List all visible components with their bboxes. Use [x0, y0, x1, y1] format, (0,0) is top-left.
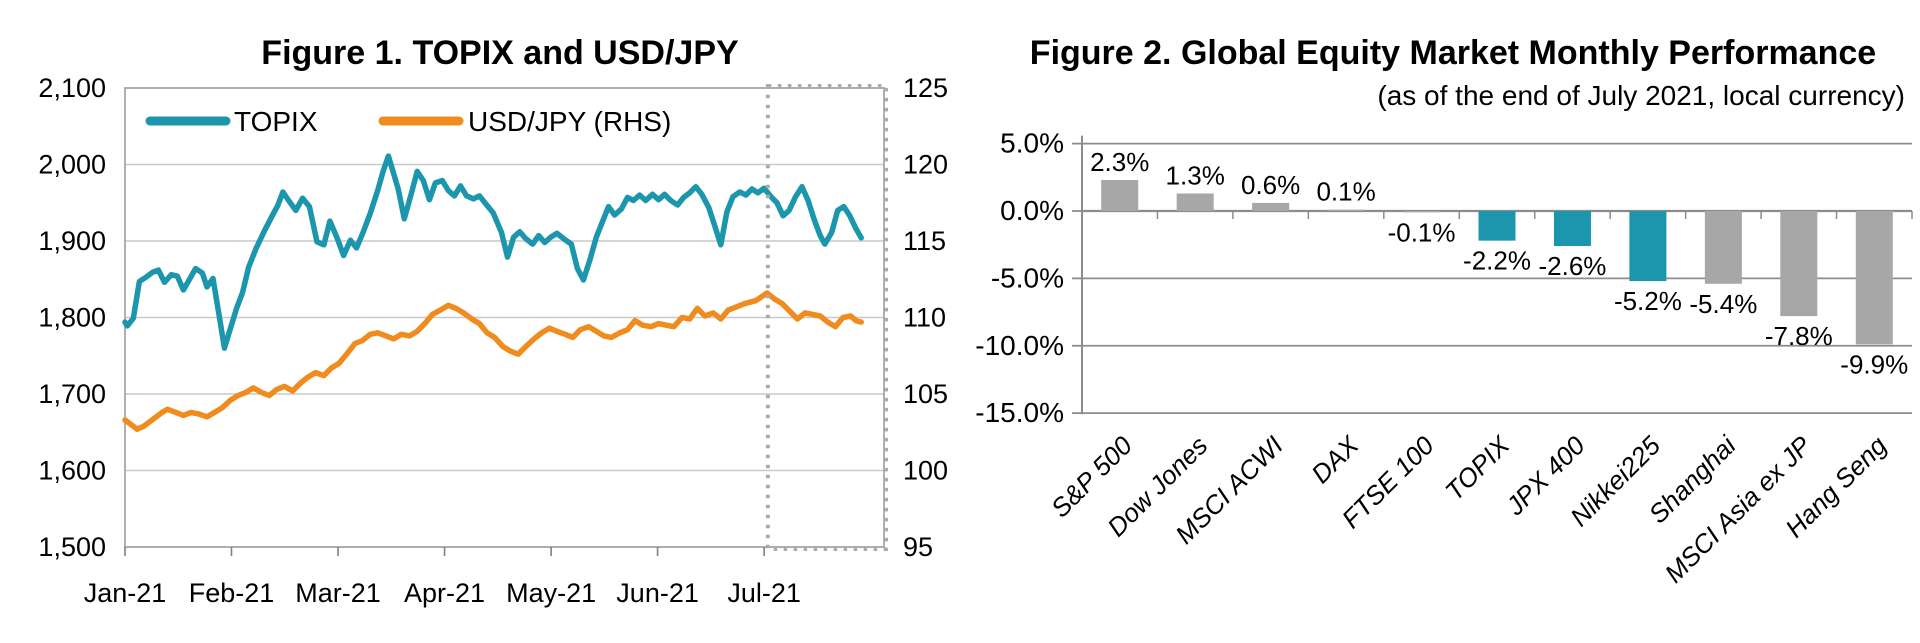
bar-value-label: -2.6%: [1538, 251, 1606, 281]
x-axis-tick-label: Jun-21: [616, 578, 699, 608]
bar-value-label: -2.2%: [1463, 246, 1531, 276]
right-axis-tick-label: 120: [903, 150, 948, 180]
figure2-subtitle: (as of the end of July 2021, local curre…: [1377, 80, 1905, 111]
bar-hang-seng: [1855, 211, 1893, 345]
left-axis-tick-label: 1,900: [38, 226, 106, 256]
left-axis-tick-label: 1,500: [38, 532, 106, 562]
bar-msci-acwi: [1252, 202, 1290, 211]
right-axis-tick-label: 110: [903, 303, 946, 333]
july-highlight-box: [765, 84, 888, 551]
legend-label: USD/JPY (RHS): [468, 106, 671, 137]
right-axis-tick-label: 100: [903, 456, 948, 486]
y-axis-tick-label: 5.0%: [1000, 128, 1064, 159]
figure2-title: Figure 2. Global Equity Market Monthly P…: [1029, 34, 1877, 72]
figure1-plot: 2,100 125 2,000 120 1,900 115 1,800 110 1,700 105…: [38, 73, 948, 608]
bar-jpx-400: [1553, 211, 1591, 247]
bar-value-label: 0.1%: [1316, 177, 1375, 207]
figure2-plot: 5.0%0.0%-5.0%-10.0%-15.0%2.3%S&P 5001.3%…: [975, 128, 1913, 589]
left-axis-tick-label: 1,600: [38, 456, 106, 486]
bar-value-label: -5.4%: [1689, 289, 1757, 319]
bar-value-label: -7.8%: [1765, 321, 1833, 351]
left-axis-tick-label: 2,000: [38, 150, 106, 180]
x-axis-tick-label: Jan-21: [84, 578, 167, 608]
figure1-title: Figure 1. TOPIX and USD/JPY: [261, 34, 739, 72]
left-axis-tick-label: 2,100: [38, 73, 106, 103]
right-axis-tick-label: 95: [903, 532, 933, 562]
y-axis-tick-label: 0.0%: [1000, 195, 1064, 226]
bar-value-label: -9.9%: [1840, 349, 1908, 379]
x-axis-tick-label: Mar-21: [295, 578, 381, 608]
right-axis-tick-label: 125: [903, 73, 948, 103]
right-axis-tick-label: 105: [903, 379, 948, 409]
bar-topix: [1478, 211, 1516, 241]
bar-s-p-500: [1101, 180, 1139, 211]
left-axis-tick-label: 1,700: [38, 379, 106, 409]
bar-value-label: 0.6%: [1241, 170, 1300, 200]
bar-dax: [1327, 209, 1365, 211]
legend-label: TOPIX: [234, 106, 318, 137]
bar-value-label: 1.3%: [1166, 160, 1225, 190]
bar-nikkei225: [1629, 211, 1667, 282]
series-line-topix: [122, 153, 864, 351]
figure2-global-equity-bar-chart: Figure 2. Global Equity Market Monthly P…: [960, 0, 1920, 643]
y-axis-tick-label: -15.0%: [975, 397, 1064, 428]
x-axis-tick-label: Jul-21: [727, 578, 801, 608]
y-axis-tick-label: -5.0%: [991, 262, 1064, 293]
bar-value-label: -5.2%: [1614, 286, 1682, 316]
y-axis-tick-label: -10.0%: [975, 330, 1064, 361]
bar-msci-asia-ex-jp: [1780, 211, 1818, 317]
plot-border: [124, 87, 885, 548]
category-label: DAX: [1305, 429, 1365, 489]
bar-value-label: 2.3%: [1090, 147, 1149, 177]
bar-value-label: -0.1%: [1388, 217, 1456, 247]
bar-shanghai: [1704, 211, 1742, 284]
figure1-topix-usdjpy-line-chart: Figure 1. TOPIX and USD/JPY 2,100 125 2,00…: [38, 34, 948, 608]
right-axis-tick-label: 115: [903, 226, 946, 256]
x-axis-tick-label: May-21: [506, 578, 596, 608]
left-axis-tick-label: 1,800: [38, 303, 106, 333]
x-axis-tick-label: Apr-21: [404, 578, 485, 608]
bar-dow-jones: [1176, 193, 1214, 211]
x-axis-tick-label: Feb-21: [189, 578, 275, 608]
series-line-usd-jpy-rhs: [122, 290, 864, 432]
bar-ftse-100: [1403, 211, 1441, 213]
